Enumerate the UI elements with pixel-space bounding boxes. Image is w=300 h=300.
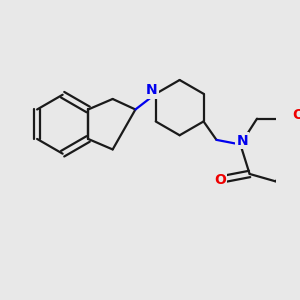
Text: N: N [146,83,158,97]
Text: O: O [214,173,226,188]
Text: O: O [292,108,300,122]
Text: N: N [236,134,248,148]
